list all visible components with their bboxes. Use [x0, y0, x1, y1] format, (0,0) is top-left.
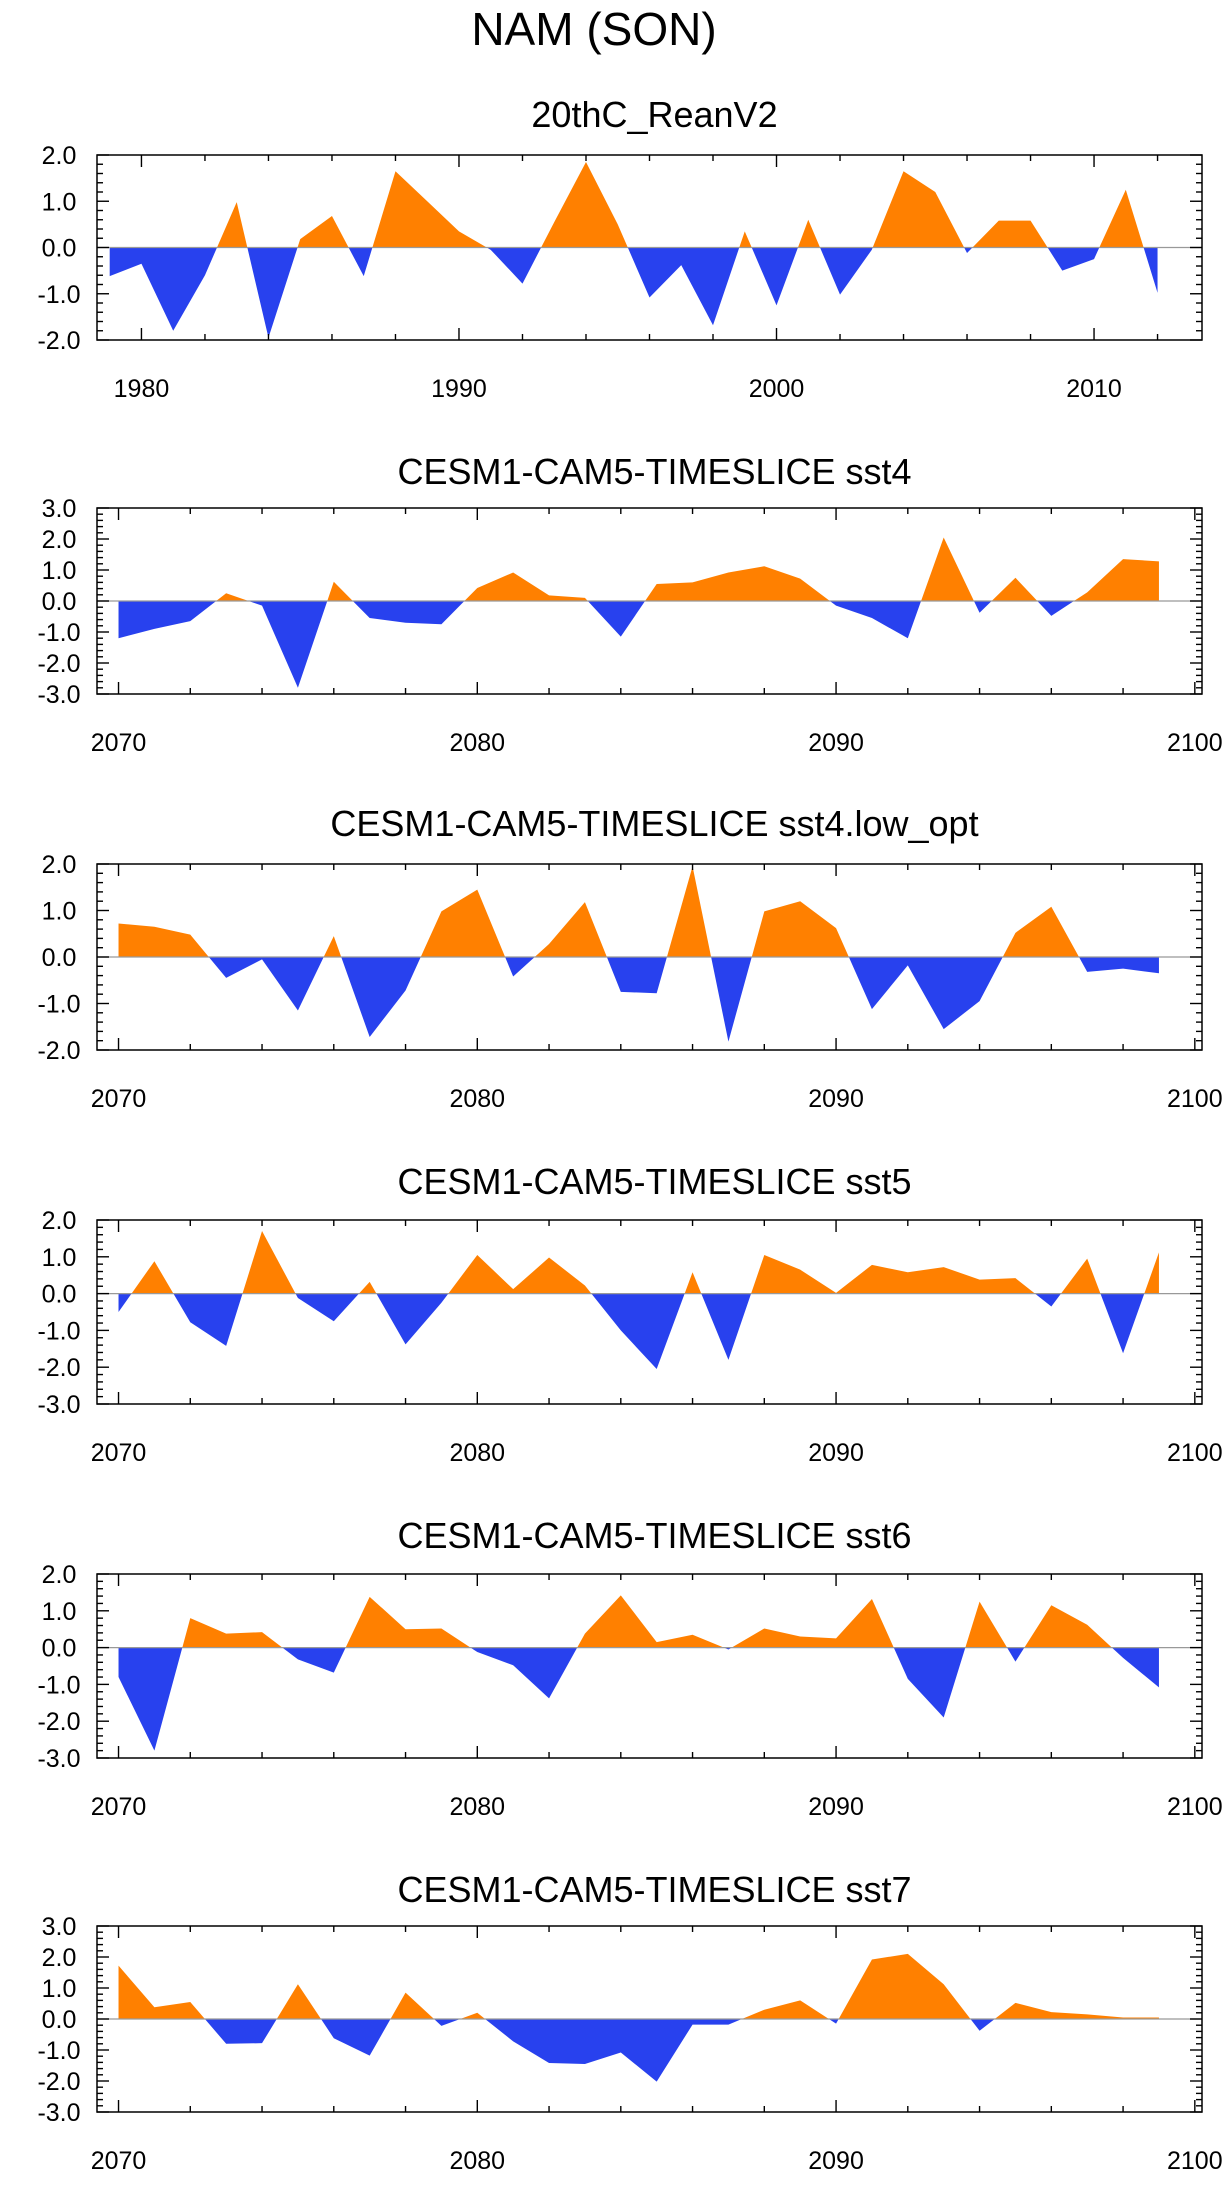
- y-tick-label: -2.0: [37, 1354, 80, 1382]
- y-tick-label: 0.0: [42, 2006, 77, 2034]
- negative-area: [118, 1293, 1159, 1370]
- y-tick-label: -2.0: [37, 327, 80, 355]
- panel-areas: [109, 161, 1158, 338]
- x-tick-label: 2080: [449, 1085, 505, 1113]
- y-tick-label: -2.0: [37, 1037, 80, 1065]
- positive-area: [118, 537, 1159, 601]
- y-tick-label: 2.0: [42, 142, 77, 170]
- negative-area: [118, 1647, 1159, 1751]
- y-tick-label: 1.0: [42, 557, 77, 585]
- x-tick-label: 2070: [91, 2147, 147, 2175]
- y-tick-label: -1.0: [37, 1671, 80, 1699]
- x-tick-label: 1990: [431, 375, 487, 403]
- panel-areas: [118, 1595, 1159, 1751]
- x-tick-label: 2090: [808, 2147, 864, 2175]
- y-tick-label: 2.0: [42, 851, 77, 879]
- y-tick-label: 2.0: [42, 526, 77, 554]
- chart-panel: CESM1-CAM5-TIMESLICE sst5 2.0 1.0 0.0 -1.0 -2…: [37, 1161, 1222, 1467]
- y-tick-label: 0.0: [42, 1635, 77, 1663]
- x-tick-label: 2070: [91, 1085, 147, 1113]
- negative-area: [109, 247, 1158, 338]
- positive-area: [118, 1231, 1159, 1294]
- panel-areas: [118, 866, 1159, 1042]
- x-tick-label: 2100: [1167, 2147, 1223, 2175]
- panel-title: CESM1-CAM5-TIMESLICE sst7: [397, 1869, 911, 1910]
- negative-area: [118, 601, 1159, 688]
- y-tick-label: -3.0: [37, 681, 80, 709]
- y-tick-label: 2.0: [42, 1561, 77, 1589]
- y-tick-label: 0.0: [42, 588, 77, 616]
- y-tick-label: -1.0: [37, 281, 80, 309]
- x-tick-label: 2090: [808, 1439, 864, 1467]
- y-tick-label: 1.0: [42, 898, 77, 926]
- panel-areas: [118, 1953, 1159, 2082]
- plot-frame: [96, 1219, 1203, 1405]
- x-tick-label: 2000: [749, 375, 805, 403]
- x-tick-label: 2070: [91, 1793, 147, 1821]
- y-tick-label: -3.0: [37, 1391, 80, 1419]
- x-tick-label: 1980: [114, 375, 170, 403]
- y-tick-label: 1.0: [42, 1244, 77, 1272]
- panel-title: CESM1-CAM5-TIMESLICE sst4.low_opt: [330, 803, 978, 844]
- y-tick-label: 2.0: [42, 1207, 77, 1235]
- y-tick-label: -2.0: [37, 1708, 80, 1736]
- y-tick-label: 0.0: [42, 235, 77, 263]
- y-tick-label: 3.0: [42, 1913, 77, 1941]
- y-tick-label: -1.0: [37, 2037, 80, 2065]
- y-tick-label: 0.0: [42, 1281, 77, 1309]
- panel-areas: [118, 1231, 1159, 1370]
- x-tick-label: 2100: [1167, 729, 1223, 757]
- y-tick-label: 1.0: [42, 1975, 77, 2003]
- plot-frame: [96, 1573, 1203, 1759]
- panel-title: CESM1-CAM5-TIMESLICE sst4: [397, 451, 911, 492]
- chart-panel: CESM1-CAM5-TIMESLICE sst6 2.0 1.0 0.0 -1.0 -2…: [37, 1515, 1222, 1821]
- x-tick-label: 2080: [449, 1793, 505, 1821]
- panel-title: CESM1-CAM5-TIMESLICE sst6: [397, 1515, 911, 1556]
- chart-panel: CESM1-CAM5-TIMESLICE sst4 3.0 2.0 1.0 0.0 -1.…: [37, 451, 1222, 757]
- positive-area: [118, 866, 1159, 957]
- panel-title: 20thC_ReanV2: [531, 94, 777, 135]
- chart-panel: CESM1-CAM5-TIMESLICE sst7 3.0 2.0 1.0 0.0 -1.…: [37, 1869, 1222, 2175]
- figure-title: NAM (SON): [471, 3, 716, 55]
- y-tick-label: 0.0: [42, 944, 77, 972]
- x-tick-label: 2100: [1167, 1793, 1223, 1821]
- panel-areas: [118, 537, 1159, 688]
- y-tick-label: -3.0: [37, 2099, 80, 2127]
- y-tick-label: -3.0: [37, 1745, 80, 1773]
- panel-title: CESM1-CAM5-TIMESLICE sst5: [397, 1161, 911, 1202]
- y-tick-label: -1.0: [37, 619, 80, 647]
- x-tick-label: 2090: [808, 729, 864, 757]
- x-tick-label: 2080: [449, 2147, 505, 2175]
- y-tick-label: 1.0: [42, 1598, 77, 1626]
- chart-panel: CESM1-CAM5-TIMESLICE sst4.low_opt 2.0 1.0 0…: [37, 803, 1222, 1113]
- x-tick-label: 2070: [91, 729, 147, 757]
- positive-area: [109, 161, 1158, 248]
- y-tick-label: -1.0: [37, 991, 80, 1019]
- x-tick-label: 2080: [449, 729, 505, 757]
- x-tick-label: 2010: [1066, 375, 1122, 403]
- negative-area: [118, 2019, 1159, 2082]
- y-tick-label: 3.0: [42, 495, 77, 523]
- panels: 20thC_ReanV2 2.0 1.0 0.0 -1.0 -2.0 1980 1990 200…: [37, 94, 1222, 2175]
- y-tick-label: -2.0: [37, 650, 80, 678]
- x-tick-label: 2100: [1167, 1439, 1223, 1467]
- positive-area: [118, 1595, 1159, 1648]
- positive-area: [118, 1953, 1159, 2019]
- x-tick-label: 2090: [808, 1793, 864, 1821]
- chart-panel: 20thC_ReanV2 2.0 1.0 0.0 -1.0 -2.0 1980 1990 200…: [37, 94, 1203, 403]
- x-tick-label: 2070: [91, 1439, 147, 1467]
- x-tick-label: 2090: [808, 1085, 864, 1113]
- x-tick-label: 2100: [1167, 1085, 1223, 1113]
- y-tick-label: 1.0: [42, 188, 77, 216]
- y-tick-label: -1.0: [37, 1317, 80, 1345]
- x-tick-label: 2080: [449, 1439, 505, 1467]
- y-tick-label: 2.0: [42, 1944, 77, 1972]
- y-tick-label: -2.0: [37, 2068, 80, 2096]
- negative-area: [118, 957, 1159, 1042]
